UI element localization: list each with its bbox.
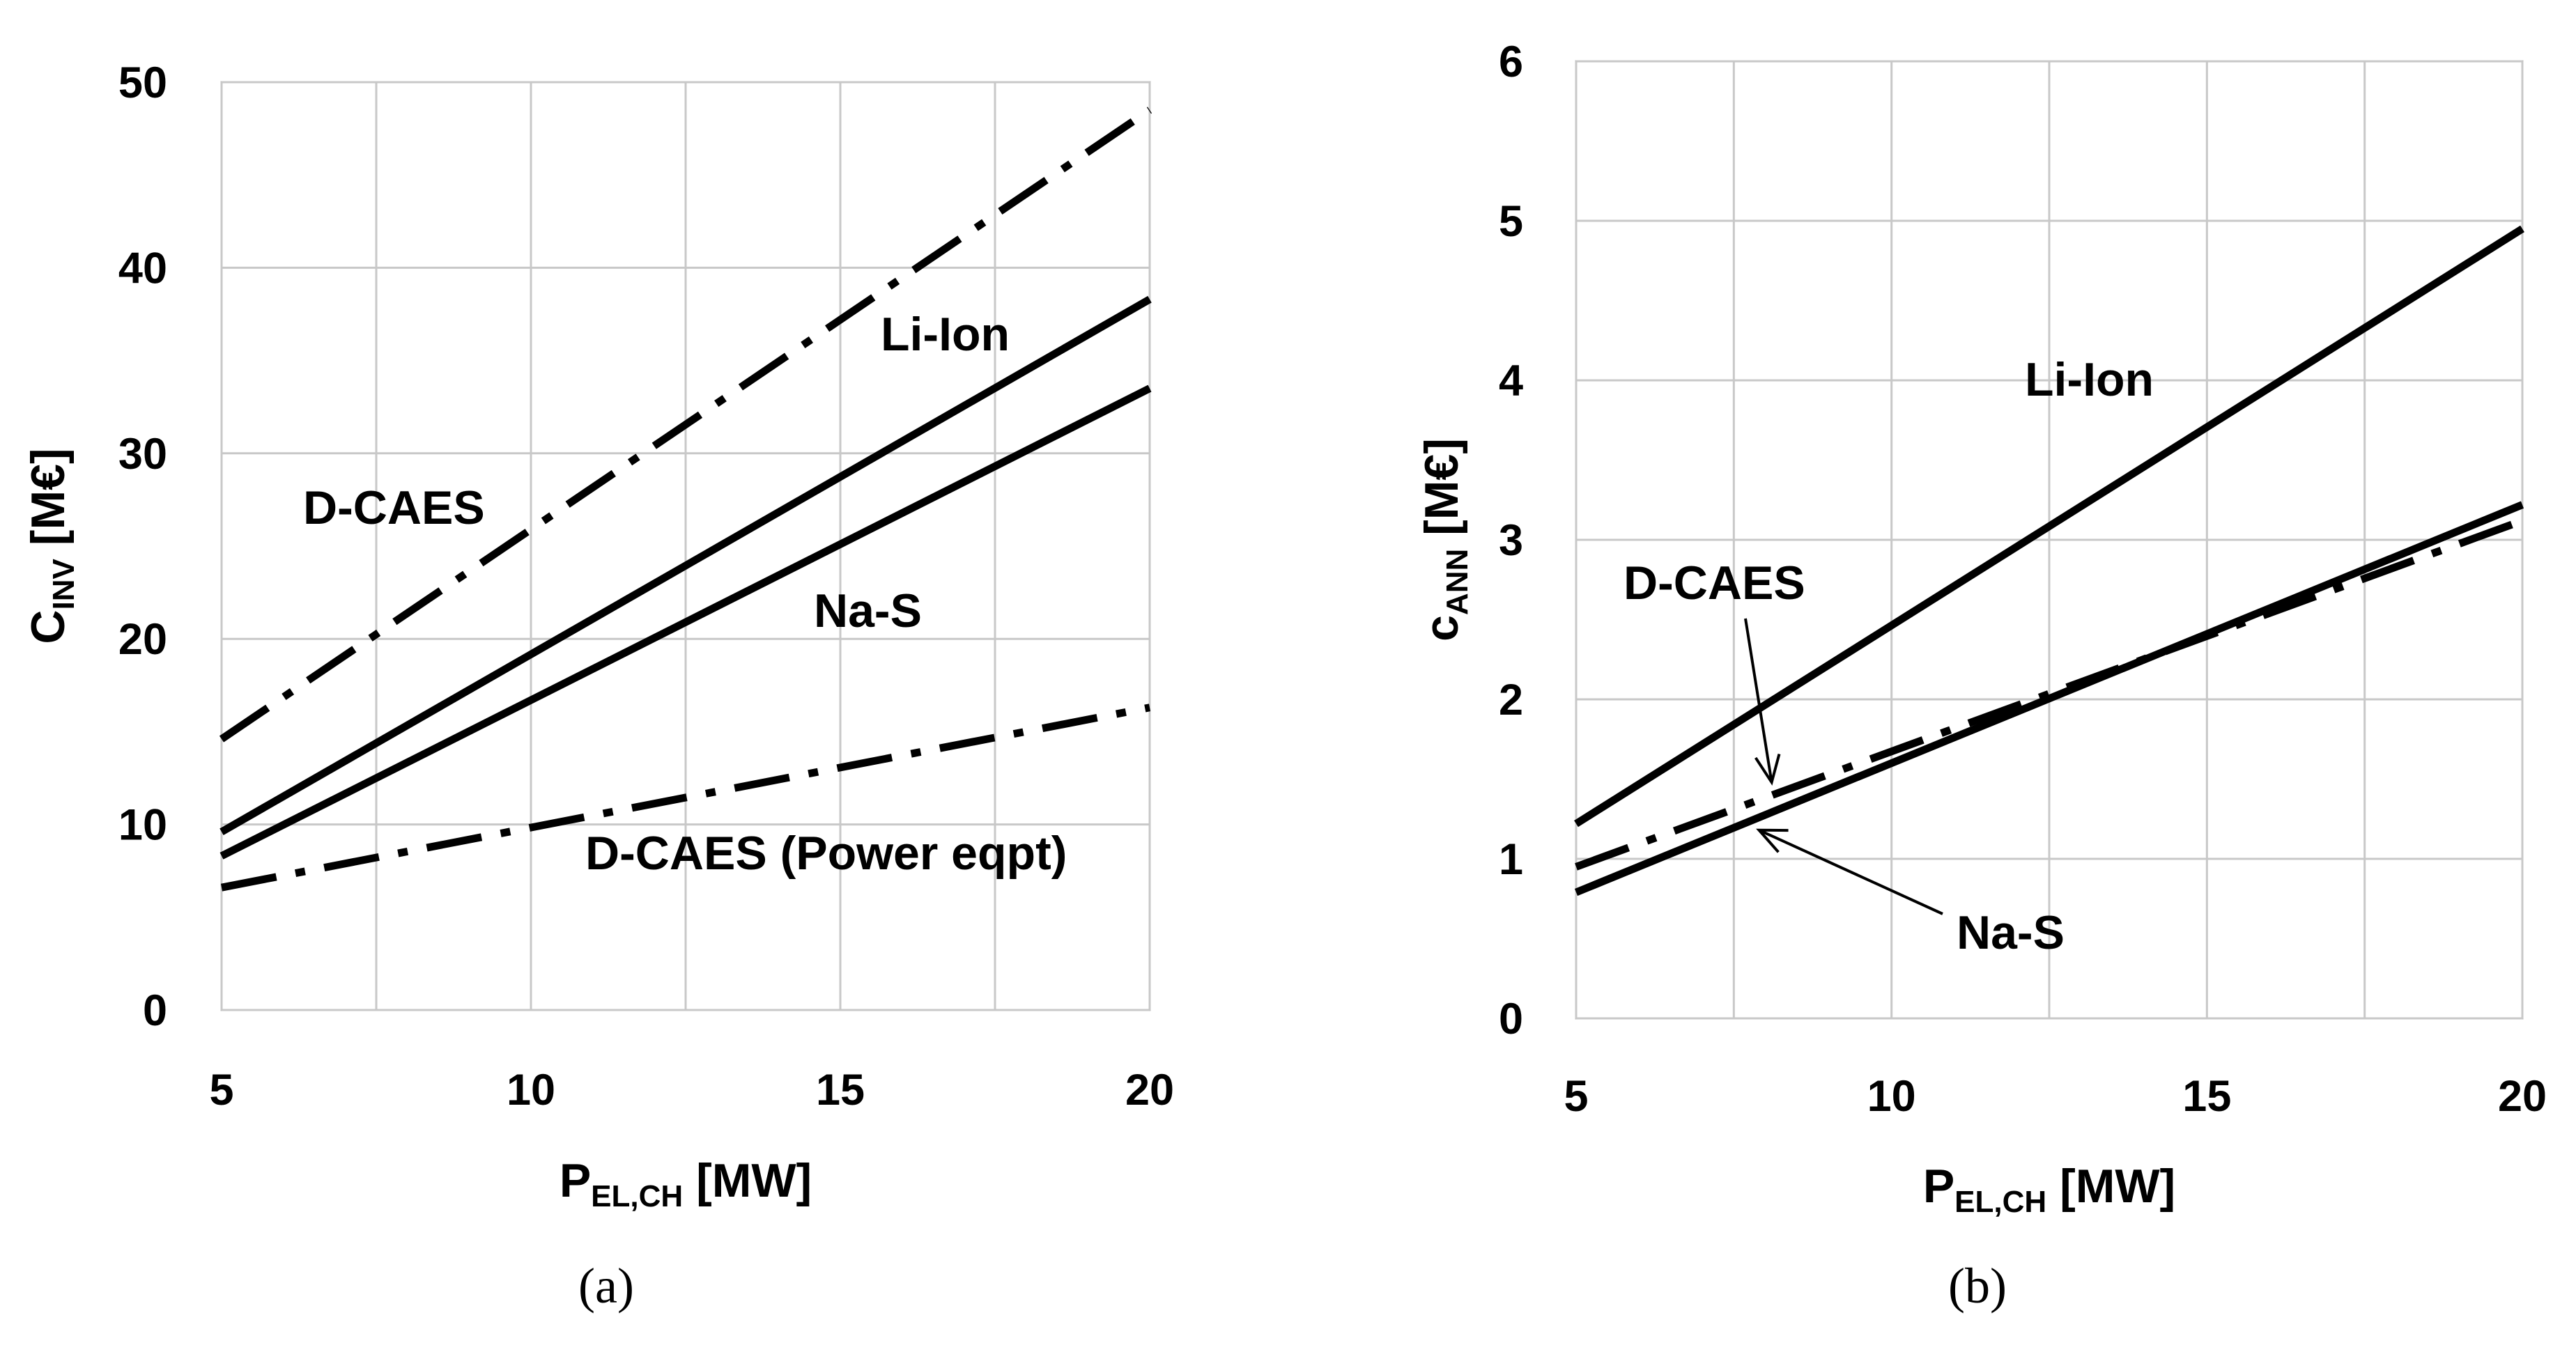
series-label-d-caes: D-CAES: [1624, 557, 1805, 609]
y-tick-label: 20: [118, 615, 167, 664]
y-tick-label: 1: [1499, 835, 1523, 884]
panel-caption: (a): [578, 1258, 634, 1314]
y-axis-title: CINV [M€]: [22, 448, 81, 644]
series-label-na-s: Na-S: [1957, 906, 2065, 959]
x-tick-label: 5: [1564, 1072, 1588, 1121]
annotation-arrow-line: [1744, 618, 1773, 783]
y-tick-label: 2: [1499, 676, 1523, 724]
chart-panel-b: 0 1 2 3 4 5 6 5 10 15 20 PEL,CH [MW] cANN [M€] Li-Ion…: [1415, 38, 2547, 1314]
series-line-li-ion: [1574, 225, 2524, 827]
series-line-d-caes: [1575, 517, 2524, 871]
y-tick-label: 40: [118, 244, 167, 293]
x-axis-title: PEL,CH [MW]: [1923, 1160, 2175, 1219]
series-label-na-s: Na-S: [814, 584, 922, 637]
y-axis-title: cANN [M€]: [1415, 438, 1474, 642]
series-line-na-s: [219, 384, 1152, 860]
x-tick-label: 15: [2182, 1072, 2231, 1121]
x-tick-label: 5: [209, 1066, 233, 1114]
x-tick-label: 15: [816, 1066, 865, 1114]
y-tick-label: 0: [143, 986, 167, 1035]
y-tick-label: 4: [1499, 357, 1523, 405]
series-label-li-ion: Li-Ion: [2025, 353, 2154, 406]
x-tick-label: 10: [507, 1066, 555, 1114]
series-line-d-caes-power-eqpt: [220, 704, 1151, 892]
y-tick-label: 10: [118, 801, 167, 850]
x-axis-title: PEL,CH [MW]: [560, 1154, 812, 1213]
annotation-arrow-line: [1758, 828, 1943, 915]
panel-caption: (b): [1948, 1258, 2007, 1314]
series-line-na-s: [1574, 501, 2524, 896]
y-tick-label: 30: [118, 430, 167, 479]
y-tick-label: 5: [1499, 197, 1523, 246]
y-tick-label: 6: [1499, 38, 1523, 86]
chart-panel-a: 0 10 20 30 40 50 5 10 15 20 PEL,CH [MW] CINV [M€] D-…: [22, 59, 1174, 1314]
annotation-arrow-head: [1754, 753, 1781, 786]
x-tick-label: 20: [2498, 1072, 2547, 1121]
y-tick-label: 3: [1499, 516, 1523, 565]
series-label-li-ion: Li-Ion: [881, 308, 1010, 361]
series-label-d-caes: D-CAES: [303, 481, 485, 534]
series-label-d-caes-power-eqpt: D-CAES (Power eqpt): [585, 827, 1067, 880]
y-tick-label: 0: [1499, 995, 1523, 1043]
x-tick-label: 20: [1125, 1066, 1174, 1114]
series-line-d-caes: [219, 107, 1152, 743]
series-line-li-ion: [219, 295, 1152, 836]
annotation-arrow-head: [1756, 828, 1789, 853]
y-tick-label: 50: [118, 59, 167, 107]
x-tick-label: 10: [1867, 1072, 1916, 1121]
